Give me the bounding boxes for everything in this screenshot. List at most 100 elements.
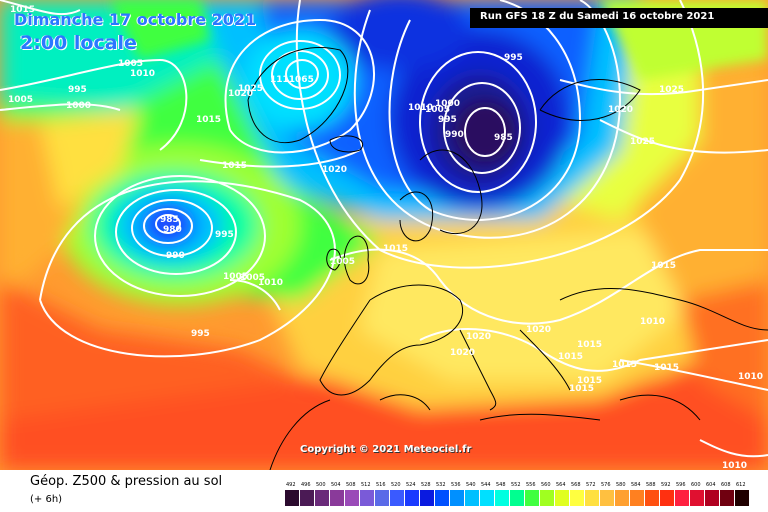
legend-tick-label: 500 (316, 482, 326, 488)
legend-tick-label: 560 (541, 482, 551, 488)
isobar-label: 1015 (10, 5, 35, 15)
legend-swatch (405, 490, 419, 506)
legend-swatch (360, 490, 374, 506)
isobar-label: 985 (494, 133, 513, 143)
legend-swatch (690, 490, 704, 506)
legend-tick-label: 496 (301, 482, 311, 488)
isobar-label: 1015 (577, 340, 602, 350)
isobar-label: 1015 (196, 115, 221, 125)
isobar-label: 995 (215, 230, 234, 240)
legend-tick-label: 604 (706, 482, 716, 488)
isobar-label: 1010 (738, 372, 763, 382)
legend-tick-label: 540 (466, 482, 476, 488)
isobar-label: 1015 (222, 161, 247, 171)
legend-tick-label: 580 (616, 482, 626, 488)
legend-tick-label: 492 (286, 482, 296, 488)
legend-swatch (735, 490, 749, 506)
isobar-label: 1005 (223, 272, 248, 282)
legend-tick-label: 588 (646, 482, 656, 488)
isobar-label: 1005 (425, 105, 450, 115)
isobar-label: 990 (166, 251, 185, 261)
isobar-label: 1111065 (270, 75, 314, 85)
isobar-labels: 1015103010051010995100510001025102010151… (8, 5, 763, 470)
isobar-label: 1000 (66, 101, 91, 111)
legend-swatch (525, 490, 539, 506)
legend-swatch (465, 490, 479, 506)
isobar-label: 985 (160, 215, 179, 225)
legend-swatch (570, 490, 584, 506)
legend-swatch (330, 490, 344, 506)
isobar-lines (0, 0, 768, 458)
isobar-label: 1015 (654, 363, 679, 373)
legend-tick-label: 568 (571, 482, 581, 488)
legend-swatch (720, 490, 734, 506)
legend-tick-label: 544 (481, 482, 491, 488)
legend-swatch (315, 490, 329, 506)
legend-swatch (630, 490, 644, 506)
isobar-label: 1015 (569, 384, 594, 394)
isobar-label: 990 (445, 130, 464, 140)
isobar-label: 995 (191, 329, 210, 339)
legend-tick-label: 508 (346, 482, 356, 488)
legend-swatch (600, 490, 614, 506)
isobar-label: 1000 (435, 99, 460, 109)
isobar-label: 1005 (240, 273, 265, 283)
isobar-label: 1015 (383, 244, 408, 254)
legend-swatch (450, 490, 464, 506)
isobar-label: 1020 (228, 89, 253, 99)
isobar-label: 1015 (651, 261, 676, 271)
legend-swatch (615, 490, 629, 506)
isobar-label: 1010 (722, 461, 747, 470)
isobar-label: 1005 (118, 59, 143, 69)
legend-tick-label: 576 (601, 482, 611, 488)
forecast-step: (+ 6h) (30, 494, 63, 505)
isobar-label: 1025 (238, 84, 263, 94)
legend-tick-label: 516 (376, 482, 386, 488)
legend-swatch (705, 490, 719, 506)
isobar-label: 1020 (608, 105, 633, 115)
legend-tick-label: 556 (526, 482, 536, 488)
isobar-label: 995 (438, 115, 457, 125)
legend-tick-label: 584 (631, 482, 641, 488)
run-banner (470, 8, 768, 28)
isobar-label: 1010 (640, 317, 665, 327)
isobar-label: 1020 (322, 165, 347, 175)
legend-swatch (645, 490, 659, 506)
legend-swatch (300, 490, 314, 506)
isobar-label: 980 (163, 225, 182, 235)
isobar-label: 995 (68, 85, 87, 95)
isobar-label: 1010 (408, 103, 433, 113)
legend-tick-label: 520 (391, 482, 401, 488)
legend-tick-label: 608 (721, 482, 731, 488)
copyright-text: Copyright © 2021 Meteociel.fr (300, 444, 472, 455)
isobar-label: 1010 (258, 278, 283, 288)
legend-swatch (495, 490, 509, 506)
legend-tick-label: 528 (421, 482, 431, 488)
isobar-label: 1025 (659, 85, 684, 95)
isobar-label: 1015 (577, 376, 602, 386)
legend-swatch (585, 490, 599, 506)
legend-swatch (675, 490, 689, 506)
legend-tick-label: 524 (406, 482, 416, 488)
isobar-label: 995 (504, 53, 523, 63)
legend-swatch (555, 490, 569, 506)
isobar-label: 1015 (612, 360, 637, 370)
legend-swatch (345, 490, 359, 506)
valid-date: Dimanche 17 octobre 2021 (14, 10, 257, 29)
coastlines (247, 46, 768, 470)
legend-swatch (420, 490, 434, 506)
legend-tick-label: 572 (586, 482, 596, 488)
isobar-label: 1015 (558, 352, 583, 362)
isobar-label: 1020 (466, 332, 491, 342)
product-title: Géop. Z500 & pression au sol (30, 474, 223, 489)
color-field-layers (0, 0, 768, 470)
legend-swatch (435, 490, 449, 506)
legend-swatch (375, 490, 389, 506)
legend-tick-label: 564 (556, 482, 566, 488)
legend-tick-label: 504 (331, 482, 341, 488)
isobar-label: 1005 (8, 95, 33, 105)
legend-tick-label: 548 (496, 482, 506, 488)
legend-tick-label: 512 (361, 482, 371, 488)
run-info: Run GFS 18 Z du Samedi 16 octobre 2021 (480, 11, 715, 22)
legend-swatch (285, 490, 299, 506)
